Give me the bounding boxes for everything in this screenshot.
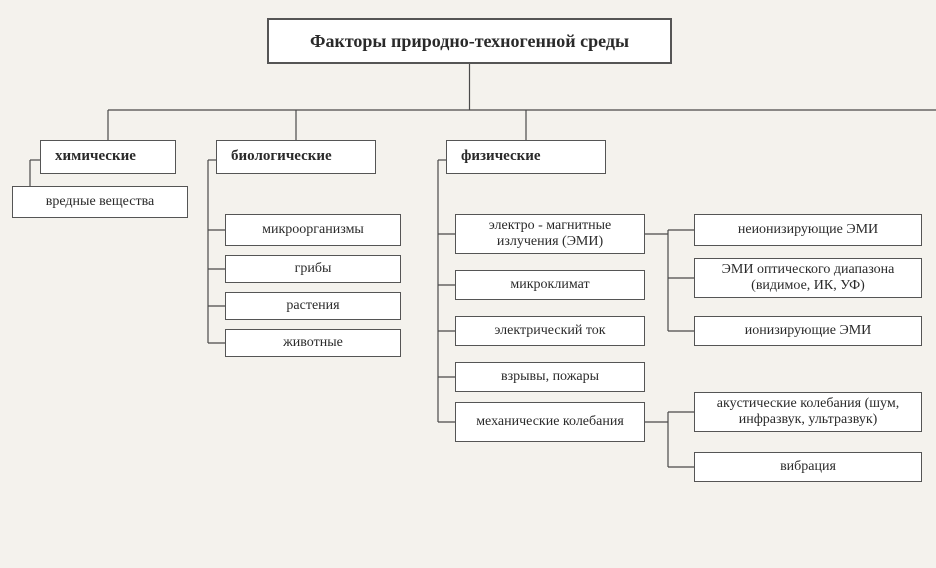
category-chemical-label: химические xyxy=(55,148,136,165)
leaf-vibration-label: вибрация xyxy=(780,459,836,475)
leaf-mechanical: механические колебания xyxy=(455,402,645,442)
category-biological-label: биологические xyxy=(231,148,332,165)
leaf-fire-label: взрывы, пожары xyxy=(501,369,599,385)
leaf-acoustic: акустические колебания (шум, инфразвук, … xyxy=(694,392,922,432)
leaf-microclimate-label: микроклимат xyxy=(510,277,589,293)
leaf-fire: взрывы, пожары xyxy=(455,362,645,392)
leaf-microclimate: микроклимат xyxy=(455,270,645,300)
leaf-nonionizing-emi: неионизирующие ЭМИ xyxy=(694,214,922,246)
leaf-mechanical-label: механические колебания xyxy=(476,414,624,430)
leaf-plants: растения xyxy=(225,292,401,320)
leaf-plants-label: растения xyxy=(286,298,339,314)
leaf-current: электрический ток xyxy=(455,316,645,346)
leaf-current-label: электрический ток xyxy=(494,323,605,339)
category-physical: физические xyxy=(446,140,606,174)
leaf-emi-label: электро - магнитные излучения (ЭМИ) xyxy=(462,218,638,250)
leaf-harmful-substances: вредные вещества xyxy=(12,186,188,218)
leaf-optical-emi: ЭМИ оптического диапазона (видимое, ИК, … xyxy=(694,258,922,298)
root-label: Факторы природно-техногенной среды xyxy=(310,31,629,52)
category-biological: биологические xyxy=(216,140,376,174)
leaf-animals: животные xyxy=(225,329,401,357)
leaf-vibration: вибрация xyxy=(694,452,922,482)
leaf-animals-label: животные xyxy=(283,335,343,351)
leaf-optical-label: ЭМИ оптического диапазона (видимое, ИК, … xyxy=(701,262,915,294)
leaf-emi: электро - магнитные излучения (ЭМИ) xyxy=(455,214,645,254)
category-physical-label: физические xyxy=(461,148,541,165)
leaf-acoustic-label: акустические колебания (шум, инфразвук, … xyxy=(701,396,915,428)
category-chemical: химические xyxy=(40,140,176,174)
leaf-nonionizing-label: неионизирующие ЭМИ xyxy=(738,222,878,238)
leaf-harmful-label: вредные вещества xyxy=(46,194,154,210)
leaf-ionizing-emi: ионизирующие ЭМИ xyxy=(694,316,922,346)
root-node: Факторы природно-техногенной среды xyxy=(267,18,672,64)
leaf-microorganisms: микроорганизмы xyxy=(225,214,401,246)
leaf-microorganisms-label: микроорганизмы xyxy=(262,222,364,238)
leaf-ionizing-label: ионизирующие ЭМИ xyxy=(745,323,872,339)
leaf-fungi-label: грибы xyxy=(295,261,332,277)
leaf-fungi: грибы xyxy=(225,255,401,283)
